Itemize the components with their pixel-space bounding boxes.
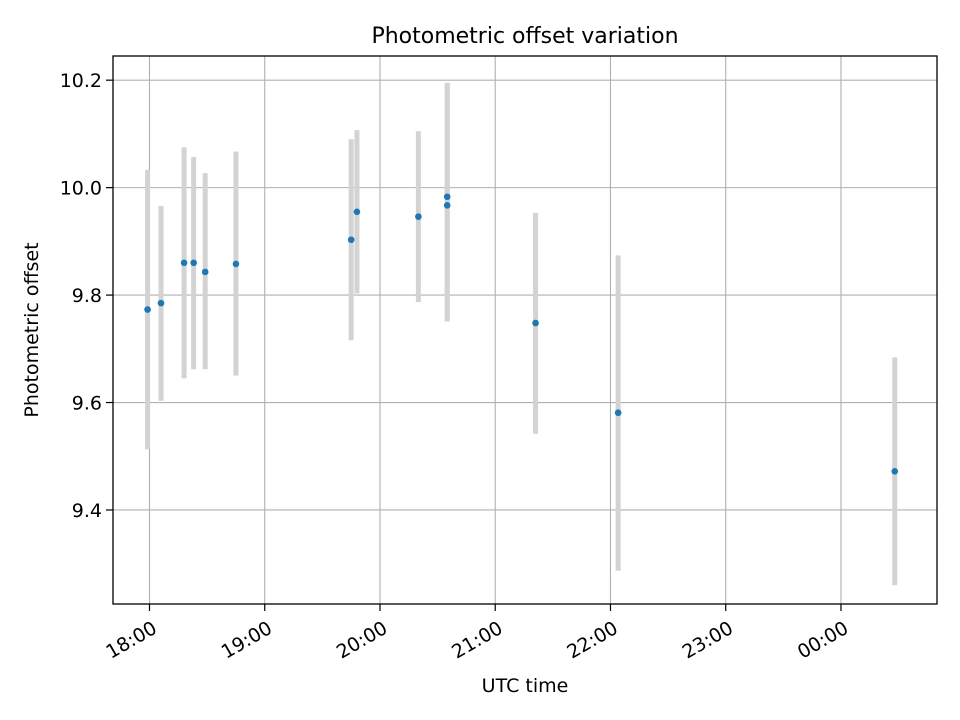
y-tick-label: 9.8 bbox=[72, 285, 102, 307]
data-point bbox=[443, 202, 451, 209]
y-axis-label: Photometric offset bbox=[21, 242, 43, 417]
chart-title: Photometric offset variation bbox=[371, 24, 678, 49]
y-tick-label: 10.2 bbox=[60, 70, 102, 92]
data-point bbox=[201, 268, 209, 276]
data-point bbox=[415, 213, 422, 220]
data-point bbox=[532, 319, 539, 327]
data-point bbox=[157, 299, 165, 307]
data-point bbox=[180, 259, 188, 267]
data-point bbox=[144, 306, 151, 313]
y-tick-label: 10.0 bbox=[60, 178, 102, 200]
y-tick-label: 9.6 bbox=[72, 393, 102, 415]
data-points bbox=[144, 193, 899, 475]
y-tick-label: 9.4 bbox=[72, 500, 102, 522]
data-point bbox=[891, 467, 899, 475]
x-axis-label: UTC time bbox=[482, 675, 569, 697]
data-point bbox=[614, 409, 622, 417]
data-point bbox=[232, 260, 240, 268]
data-point bbox=[443, 193, 451, 201]
data-point bbox=[190, 259, 197, 267]
data-point bbox=[347, 236, 355, 244]
data-point bbox=[353, 208, 361, 216]
y-axis-ticks: 9.4 9.6 9.8 10.0 10.2 bbox=[60, 70, 113, 522]
plot-frame bbox=[112, 55, 938, 605]
